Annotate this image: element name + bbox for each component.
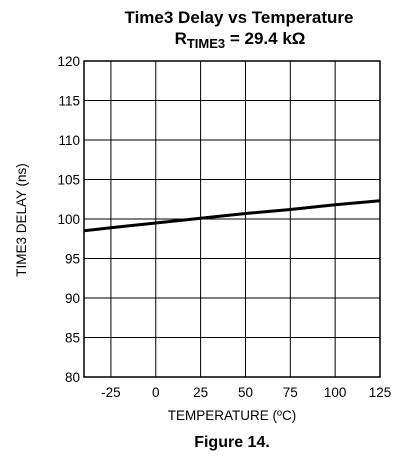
y-tick-labels: 80 85 90 95 100 105 110 115 120	[57, 54, 80, 385]
chart-title: Time3 Delay vs Temperature	[125, 8, 354, 27]
y-tick-label: 95	[65, 252, 80, 267]
y-tick-label: 85	[65, 331, 80, 346]
y-tick-label: 110	[58, 133, 80, 148]
x-tick-label: 0	[152, 385, 160, 400]
y-tick-label: 80	[65, 370, 80, 385]
y-axis-label: TIME3 DELAY (ns)	[14, 163, 29, 277]
subtitle-subscript: TIME3	[187, 36, 225, 51]
subtitle-prefix: R	[175, 29, 187, 48]
y-tick-label: 90	[65, 291, 80, 306]
x-tick-labels: -25 0 25 50 75 100 125	[101, 385, 391, 400]
x-tick-label: 75	[283, 385, 298, 400]
y-tick-label: 105	[57, 173, 80, 188]
x-axis-label: TEMPERATURE (ºC)	[168, 408, 296, 423]
x-tick-label: 25	[193, 385, 208, 400]
plot-frame	[83, 60, 381, 378]
subtitle-suffix: = 29.4 kΩ	[225, 29, 305, 48]
figure-caption: Figure 14.	[194, 434, 270, 451]
y-tick-label: 100	[57, 212, 80, 227]
chart-subtitle: RTIME3 = 29.4 kΩ	[175, 29, 306, 51]
series-line	[83, 199, 381, 233]
x-tick-label: 100	[324, 385, 347, 400]
x-tick-label: 125	[369, 385, 392, 400]
y-tick-label: 115	[58, 94, 80, 109]
x-tick-label: 50	[238, 385, 253, 400]
y-tick-label: 120	[57, 54, 80, 69]
x-tick-label: -25	[101, 385, 121, 400]
grid-lines	[84, 61, 380, 377]
